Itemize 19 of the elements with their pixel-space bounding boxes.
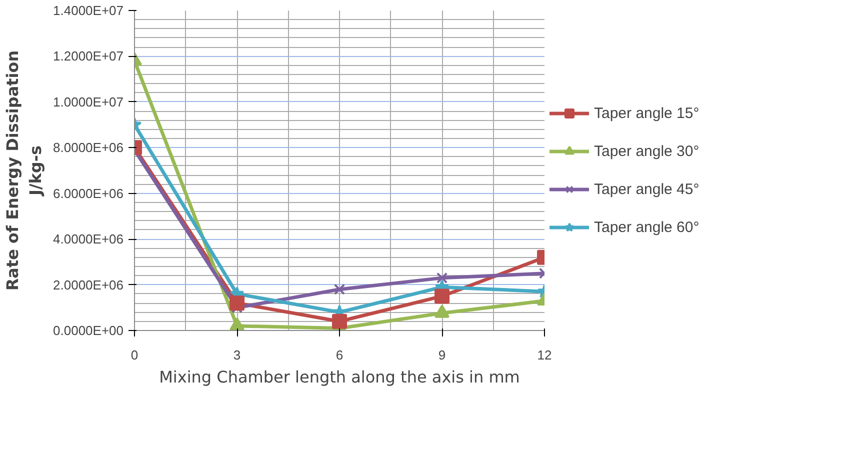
legend-label: Taper angle 45° <box>594 180 700 198</box>
legend-label: Taper angle 15° <box>594 104 700 122</box>
y-tick-label: 4.0000E+06 <box>53 232 124 247</box>
y-tick-label: 1.4000E+07 <box>53 3 124 18</box>
y-tick-label: 1.2000E+07 <box>53 48 124 64</box>
y-tick-label: 0.0000E+00 <box>53 323 124 338</box>
x-tick-label: 9 <box>438 348 446 362</box>
y-tick-label: 2.0000E+06 <box>53 277 124 292</box>
y-tick-label: 6.0000E+06 <box>53 186 124 201</box>
legend-label: Taper angle 60° <box>594 218 700 236</box>
y-tick-label: 1.0000E+07 <box>53 94 124 110</box>
y-axis-title: Rate of Energy Dissipation J/kg-s <box>3 50 46 291</box>
legend-label: Taper angle 30° <box>594 142 700 160</box>
x-tick-label: 0 <box>130 348 138 362</box>
x-tick-label: 12 <box>537 348 552 362</box>
x-axis-title: Mixing Chamber length along the axis in mm <box>159 368 520 386</box>
x-tick-label: 3 <box>233 348 241 362</box>
x-tick-label: 6 <box>336 348 344 362</box>
y-tick-label: 8.0000E+06 <box>53 140 124 156</box>
